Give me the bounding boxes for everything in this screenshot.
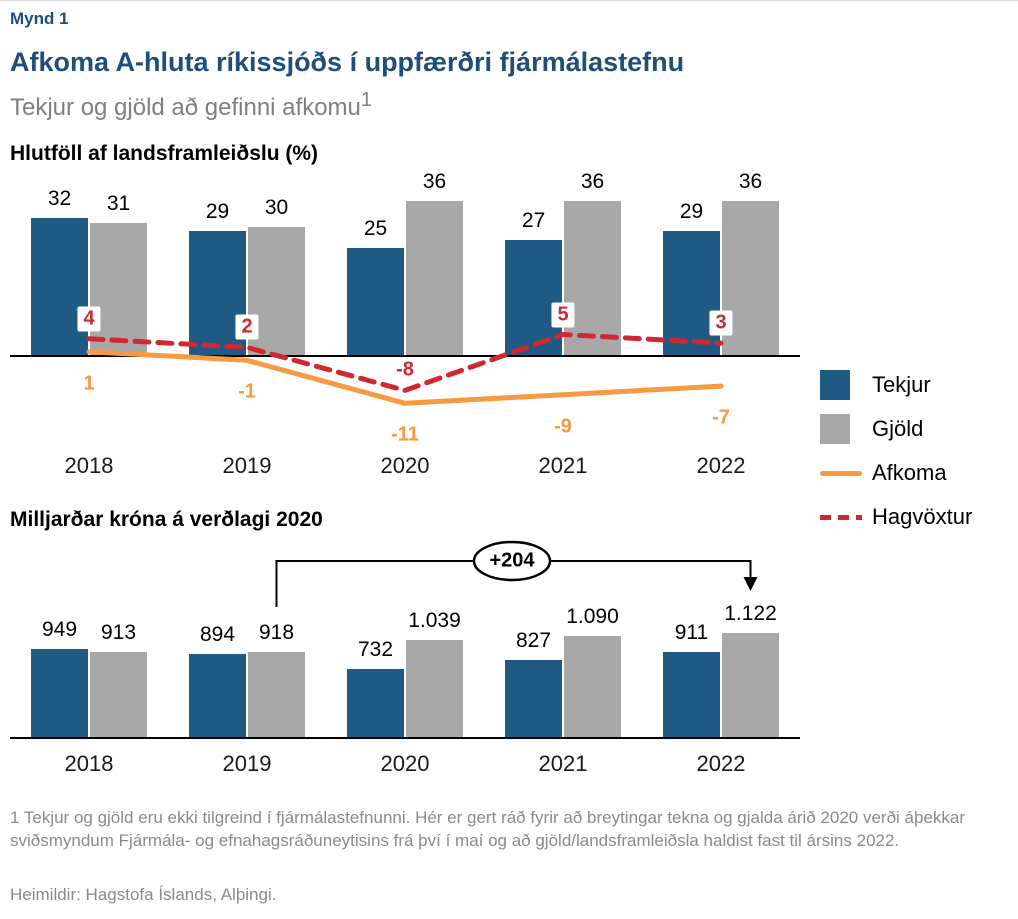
footnote-marker: 1 xyxy=(360,89,373,111)
bar-gjöld-2019 xyxy=(248,652,305,738)
bar-value-label: 27 xyxy=(521,209,546,232)
bar-value-label: 32 xyxy=(47,187,72,210)
bar-value-label: 36 xyxy=(580,170,605,193)
bar-tekjur-2022 xyxy=(663,231,720,356)
bar-tekjur-2020 xyxy=(347,248,404,356)
line-value-label-hagvöxtur: 2 xyxy=(235,314,259,340)
legend-item-gjold: Gjöld xyxy=(820,414,972,444)
gjold-swatch-icon xyxy=(820,414,862,444)
line-value-label-afkoma: -7 xyxy=(712,406,730,429)
bar-value-label: 36 xyxy=(738,170,763,193)
line-afkoma xyxy=(86,349,724,406)
x-axis-label-2022: 2022 xyxy=(696,453,746,478)
bar-gjöld-2021 xyxy=(564,636,621,738)
bar-value-label: 1.090 xyxy=(566,605,619,628)
bar-gjöld-2022 xyxy=(722,201,779,356)
legend: Tekjur Gjöld Afkoma Hagvöxtur xyxy=(820,370,972,532)
figure-number: Mynd 1 xyxy=(10,9,69,28)
bar-value-label: 827 xyxy=(515,629,552,652)
legend-label-gjold: Gjöld xyxy=(872,416,924,441)
x-axis-label-2021: 2021 xyxy=(538,453,588,478)
legend-item-afkoma: Afkoma xyxy=(820,458,972,488)
bar-tekjur-2019 xyxy=(189,231,246,356)
x-axis-label-2020: 2020 xyxy=(380,453,430,478)
x-axis-label-2019: 2019 xyxy=(222,453,272,478)
bar-value-label: 918 xyxy=(258,621,295,644)
legend-item-tekjur: Tekjur xyxy=(820,370,972,400)
footnote-text: 1 Tekjur og gjöld eru ekki tilgreind í f… xyxy=(10,808,966,850)
bar-value-label: 25 xyxy=(363,217,388,240)
hagvoxtur-dashed-swatch-icon xyxy=(820,502,862,532)
afkoma-line-swatch-icon xyxy=(820,458,862,488)
bar-gjöld-2021 xyxy=(564,201,621,356)
line-value-label-afkoma: -1 xyxy=(238,380,256,403)
subtitle-text: Tekjur og gjöld að gefinni afkomu xyxy=(10,94,361,121)
bar-gjöld-2019 xyxy=(248,227,305,356)
source-text: Heimildir: Hagstofa Íslands, Alþingi. xyxy=(10,885,277,904)
bar-gjöld-2018 xyxy=(90,223,147,356)
legend-label-afkoma: Afkoma xyxy=(872,460,947,485)
top-chart-title: Hlutföll af landsframleiðslu (%) xyxy=(10,142,319,165)
bar-gjöld-2022 xyxy=(722,633,779,738)
bar-tekjur-2018 xyxy=(31,218,88,356)
bar-value-label: 36 xyxy=(422,170,447,193)
x-axis-label-2018: 2018 xyxy=(64,751,114,776)
x-axis-label-2018: 2018 xyxy=(64,453,114,478)
legend-label-tekjur: Tekjur xyxy=(872,372,931,397)
bar-tekjur-2019 xyxy=(189,654,246,738)
tekjur-swatch-icon xyxy=(820,370,862,400)
chart-subtitle: Tekjur og gjöld að gefinni afkomu1 xyxy=(10,89,372,122)
line-value-label-afkoma: -11 xyxy=(391,423,419,446)
bar-value-label: 30 xyxy=(264,196,289,219)
line-value-label-hagvöxtur: 5 xyxy=(551,302,575,327)
x-axis-label-2021: 2021 xyxy=(538,751,588,776)
line-value-label-hagvöxtur: -8 xyxy=(390,357,420,383)
annotation-value: +204 xyxy=(489,549,535,572)
line-value-label-afkoma: -9 xyxy=(554,415,572,438)
x-axis-label-2020: 2020 xyxy=(380,751,430,776)
line-value-label-hagvöxtur: 3 xyxy=(709,310,733,336)
x-axis-label-2022: 2022 xyxy=(696,751,746,776)
bar-value-label: 29 xyxy=(679,200,704,223)
legend-label-hagvoxtur: Hagvöxtur xyxy=(872,504,973,529)
bar-tekjur-2021 xyxy=(505,660,562,738)
bar-value-label: 949 xyxy=(41,618,78,641)
bottom-chart-zero-axis xyxy=(10,737,800,739)
bottom-chart-title: Milljarðar króna á verðlagi 2020 xyxy=(10,508,323,531)
bar-tekjur-2022 xyxy=(663,652,720,738)
bar-value-label: 1.122 xyxy=(724,602,777,625)
top-chart-zero-axis xyxy=(10,355,800,357)
bar-value-label: 29 xyxy=(205,200,230,223)
bar-value-label: 894 xyxy=(199,623,236,646)
bar-gjöld-2018 xyxy=(90,652,147,738)
bar-value-label: 1.039 xyxy=(408,609,461,632)
legend-item-hagvoxtur: Hagvöxtur xyxy=(820,502,972,532)
x-axis-label-2019: 2019 xyxy=(222,751,272,776)
chart-title: Afkoma A-hluta ríkissjóðs í uppfærðri fj… xyxy=(10,47,685,77)
bar-tekjur-2018 xyxy=(31,649,88,738)
bar-gjöld-2020 xyxy=(406,201,463,356)
line-value-label-hagvöxtur: 4 xyxy=(77,306,101,332)
bar-value-label: 31 xyxy=(106,192,131,215)
line-hagvöxtur xyxy=(86,332,724,393)
bar-value-label: 911 xyxy=(674,621,709,644)
bar-value-label: 732 xyxy=(357,638,394,661)
bar-gjöld-2020 xyxy=(406,640,463,738)
line-value-label-afkoma: 1 xyxy=(83,372,95,395)
bar-tekjur-2020 xyxy=(347,669,404,738)
bar-value-label: 913 xyxy=(100,621,137,644)
bar-tekjur-2021 xyxy=(505,240,562,356)
